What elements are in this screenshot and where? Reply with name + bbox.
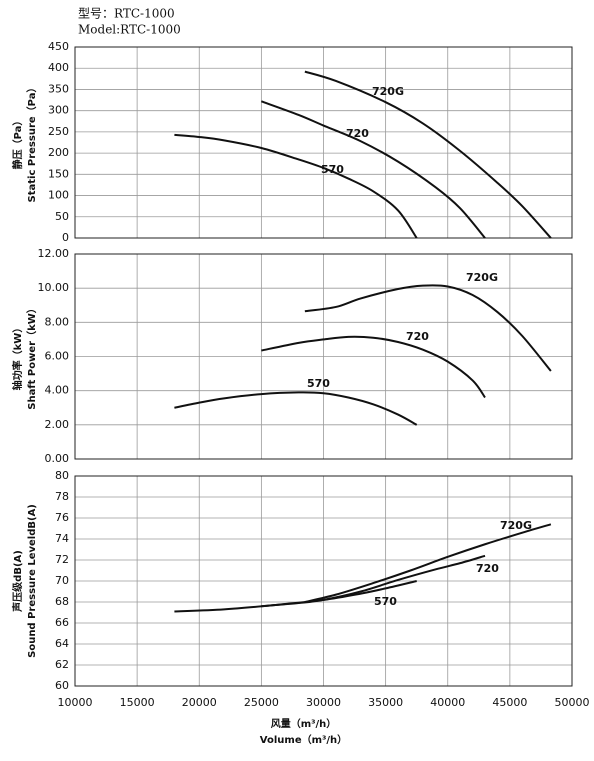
x-tick-label: 15000 [120,696,155,709]
series-line [174,133,418,239]
y-axis-title: 静压（Pa） [11,116,24,170]
header-line: Model:RTC-1000 [78,23,181,37]
series-line [304,70,552,239]
x-axis-title: Volume（m³/h） [260,733,347,746]
y-tick-label: 350 [48,82,69,95]
y-tick-label: 2.00 [45,418,70,431]
y-axis-title: Static Pressure（Pa） [25,83,38,203]
y-tick-label: 72 [55,553,69,566]
y-tick-label: 70 [55,574,69,587]
series-label: 570 [307,377,330,390]
y-tick-label: 66 [55,616,69,629]
header-line: 型号：RTC-1000 [78,7,175,21]
y-tick-label: 8.00 [45,315,70,328]
y-tick-label: 400 [48,61,69,74]
y-tick-label: 0.00 [45,452,70,465]
series-label: 570 [321,163,344,176]
y-axis-title: Sound Pressure LeveldB(A) [27,504,38,658]
y-axis-title: 轴功率（kW） [11,323,24,391]
y-tick-label: 60 [55,679,69,692]
series-label: 720G [372,85,404,98]
y-tick-label: 10.00 [38,281,70,294]
x-tick-label: 20000 [182,696,217,709]
x-tick-label: 10000 [58,696,93,709]
y-tick-label: 100 [48,189,69,202]
y-tick-label: 62 [55,658,69,671]
series-line [261,554,486,608]
y-tick-label: 6.00 [45,350,70,363]
y-tick-label: 4.00 [45,384,70,397]
x-tick-label: 30000 [306,696,341,709]
y-tick-label: 74 [55,532,69,545]
y-tick-label: 76 [55,511,69,524]
x-tick-label: 40000 [430,696,465,709]
y-axis-title: 声压级dB(A) [11,550,24,613]
series-label: 720 [476,562,499,575]
series-label: 570 [374,595,397,608]
plot-frame [74,475,573,687]
x-tick-label: 25000 [244,696,279,709]
plot-frame [74,253,573,460]
y-tick-label: 64 [55,637,69,650]
y-tick-label: 250 [48,125,69,138]
plot-frame [74,46,573,239]
x-tick-label: 50000 [555,696,590,709]
x-tick-label: 45000 [492,696,527,709]
series-line [261,100,486,239]
y-tick-label: 150 [48,167,69,180]
x-tick-label: 35000 [368,696,403,709]
y-axis-title: Shaft Power（kW） [25,303,38,410]
y-tick-label: 450 [48,40,69,53]
y-tick-label: 50 [55,210,69,223]
y-tick-label: 68 [55,595,69,608]
series-label: 720G [500,519,532,532]
series-label: 720 [406,330,429,343]
x-axis-title: 风量（m³/h） [271,717,337,730]
series-line [261,335,486,399]
series-line [174,391,418,426]
y-tick-label: 78 [55,490,69,503]
series-label: 720 [346,127,369,140]
series-label: 720G [466,271,498,284]
y-tick-label: 200 [48,146,69,159]
y-tick-label: 300 [48,104,69,117]
series-line [304,523,552,603]
y-tick-label: 80 [55,469,69,482]
series-line [304,284,552,372]
y-tick-label: 12.00 [38,247,70,260]
y-tick-label: 0 [62,231,69,244]
